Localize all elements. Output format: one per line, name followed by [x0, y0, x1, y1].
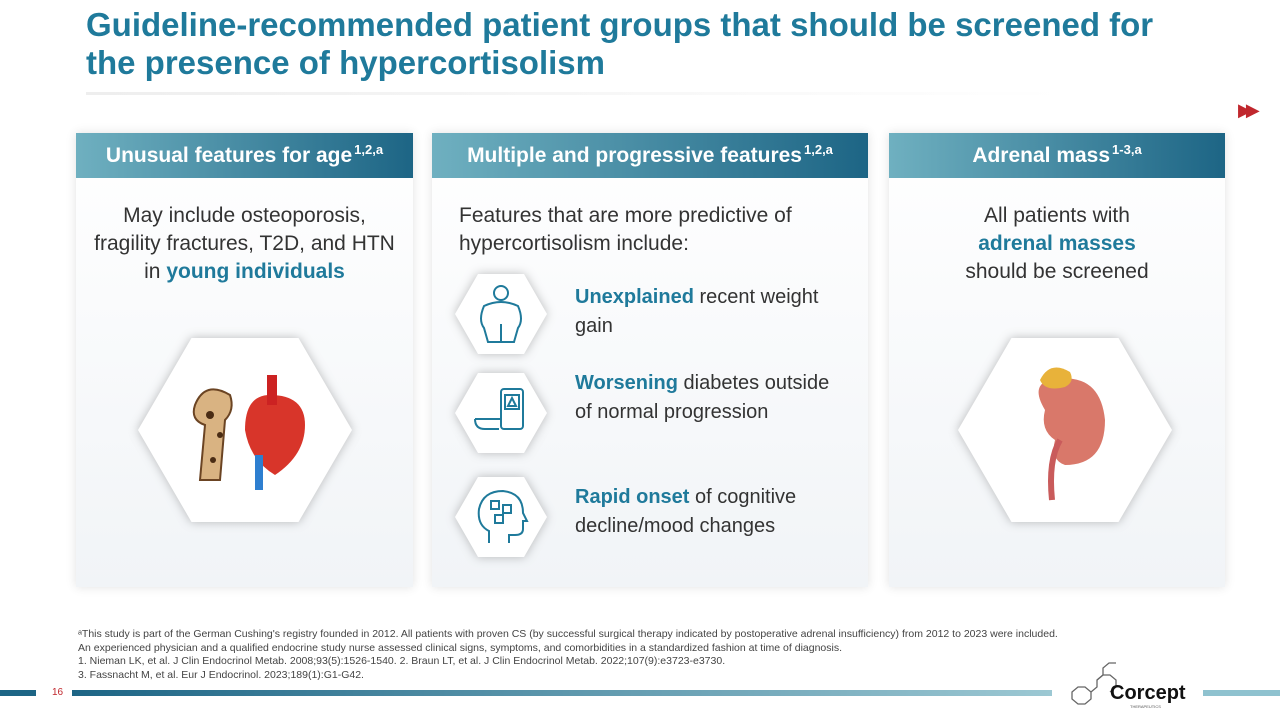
corcept-logo: Corcept THERAPEUTICS — [1070, 662, 1190, 712]
page-number: 16 — [52, 687, 64, 698]
text: diabetes outside of normal progression — [575, 372, 830, 423]
glucose-meter-icon — [455, 373, 547, 453]
card-intro: Features that are more predictive of hyp… — [459, 204, 792, 255]
footnote: ᵃThis study is part of the German Cushin… — [78, 628, 1058, 654]
card-unusual-features: Unusual features for age 1,2,a May includ… — [76, 133, 413, 587]
card-adrenal-mass: Adrenal mass 1-3,a All patients with adre… — [889, 133, 1225, 587]
reference: 3. Fassnacht M, et al. Eur J Endocrinol.… — [78, 668, 364, 681]
page-title: Guideline-recommended patient groups tha… — [86, 6, 1154, 81]
card-multiple-features: Multiple and progressive features 1,2,a F… — [432, 133, 868, 587]
fast-forward-icon[interactable]: ▶▶ — [1238, 100, 1260, 120]
weight-gain-person-icon — [455, 274, 547, 354]
card-header: Adrenal mass 1-3,a — [889, 133, 1225, 178]
text: All patients with — [984, 204, 1130, 227]
citation: 1,2,a — [354, 142, 384, 157]
text: should be screened — [965, 260, 1149, 283]
citation: 1,2,a — [804, 142, 833, 157]
feature-worsening-diabetes: Worsening diabetes outside of normal pro… — [575, 369, 845, 427]
footer-bar — [72, 690, 1052, 696]
footer-bar-right — [1203, 690, 1280, 696]
text: May include osteoporosis, fragility frac… — [94, 204, 395, 283]
highlight-text: adrenal masses — [978, 232, 1136, 255]
highlight-text: Unexplained — [575, 286, 694, 308]
card-text: All patients with adrenal masses should … — [889, 178, 1225, 286]
kidney-adrenal-icon — [958, 338, 1172, 522]
card-header-label: Adrenal mass — [972, 143, 1111, 167]
footnotes: ᵃThis study is part of the German Cushin… — [78, 628, 1068, 682]
feature-weight-gain: Unexplained recent weight gain — [575, 283, 845, 341]
logo-subtext: THERAPEUTICS — [1130, 704, 1161, 709]
citation: 1-3,a — [1112, 142, 1142, 157]
card-header-label: Multiple and progressive features — [467, 143, 802, 167]
card-header: Unusual features for age 1,2,a — [76, 133, 413, 178]
bone-and-heart-icon — [138, 338, 352, 522]
highlight-text: Worsening — [575, 372, 678, 394]
text: of cognitive decline/mood changes — [575, 486, 797, 537]
card-header-label: Unusual features for age — [105, 143, 353, 167]
title-divider — [86, 92, 1066, 95]
reference: 1. Nieman LK, et al. J Clin Endocrinol M… — [78, 655, 726, 667]
card-text: May include osteoporosis, fragility frac… — [76, 178, 413, 286]
card-header: Multiple and progressive features 1,2,a — [432, 133, 868, 178]
logo-text: Corcept — [1110, 682, 1186, 704]
head-puzzle-icon — [455, 477, 547, 557]
footer-bar-left — [0, 690, 36, 696]
highlight-text: young individuals — [166, 260, 345, 283]
text: recent weight gain — [575, 286, 819, 337]
highlight-text: Rapid onset — [575, 486, 690, 508]
feature-cognitive-decline: Rapid onset of cognitive decline/mood ch… — [575, 483, 845, 541]
